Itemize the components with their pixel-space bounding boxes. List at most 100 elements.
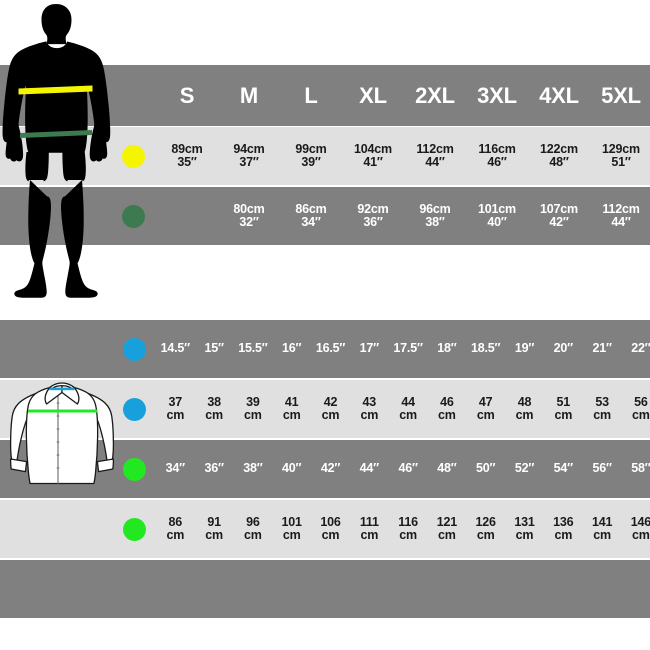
measure-unit: cm (205, 408, 223, 422)
bottom-cell-chest-inches-9: 50″ (467, 440, 504, 498)
bottom-cell-empty-11 (545, 560, 582, 618)
measure-value: 121 (436, 514, 458, 529)
bottom-cell-chest-cm-12: 141 cm (583, 500, 621, 558)
measure-unit: cm (360, 528, 379, 542)
measure-unit: cm (476, 528, 495, 542)
measure-value: 18.5″ (471, 341, 501, 356)
measure-inch: 38″ (425, 215, 445, 229)
measure-unit: cm (632, 528, 650, 542)
bottom-cell-chest-inches-13: 58″ (622, 440, 650, 498)
measure-unit: cm (205, 528, 223, 542)
measure-inch: 35″ (177, 155, 197, 169)
measure-unit: cm (360, 408, 379, 422)
measure-value: 56 (634, 394, 648, 409)
measure-unit: cm (476, 408, 495, 422)
measure-value: 17″ (359, 341, 380, 356)
measure-unit: cm (632, 408, 650, 422)
size-header-label: 5XL (601, 82, 641, 108)
bottom-cell-collar-cm-11: 51 cm (545, 380, 582, 438)
bottom-cell-collar-cm-3: 39 cm (234, 380, 272, 438)
bottom-cell-collar-cm-10: 48 cm (506, 380, 543, 438)
bottom-cell-empty-13 (622, 560, 650, 618)
bottom-cell-collar-inches-12: 21″ (583, 320, 621, 378)
shirt-chest-measure-line (28, 409, 98, 413)
bottom-cell-empty-3 (234, 560, 272, 618)
bottom-cell-chest-cm-10: 131 cm (506, 500, 543, 558)
bottom-cell-collar-cm-13: 56 cm (622, 380, 650, 438)
bottom-cell-empty-12 (583, 560, 621, 618)
top-cell-waist-3xl: 101cm 40″ (467, 187, 527, 245)
bottom-cell-collar-inches-10: 19″ (506, 320, 543, 378)
measure-value: 44″ (359, 461, 380, 476)
bottom-cell-collar-inches-2: 15″ (195, 320, 233, 378)
bottom-cell-collar-inches-6: 17″ (351, 320, 388, 378)
top-header-marker-cell (112, 65, 154, 126)
size-header-label: M (239, 82, 259, 108)
measure-inch: 42″ (549, 215, 569, 229)
measure-value: 46″ (398, 461, 418, 476)
measure-value: 15″ (204, 341, 224, 356)
measure-inch: 32″ (239, 215, 259, 229)
bottom-cell-collar-inches-7: 17.5″ (389, 320, 427, 378)
top-row-marker-cell-chest (112, 127, 154, 185)
measure-value: 18″ (437, 341, 457, 356)
measure-inch: 39″ (301, 155, 321, 169)
bottom-row-marker-cell-empty (113, 560, 155, 618)
bottom-cell-empty-10 (506, 560, 543, 618)
measure-inch: 40″ (487, 215, 507, 229)
measure-value: 48 (517, 394, 532, 409)
bottom-cell-collar-cm-8: 46 cm (428, 380, 466, 438)
bottom-cell-chest-inches-4: 40″ (273, 440, 310, 498)
size-header-label: XL (359, 82, 387, 108)
measure-cm: 112cm (416, 141, 454, 156)
measure-cm: 112cm (602, 201, 640, 216)
measure-value: 96 (246, 514, 260, 529)
bottom-cell-chest-inches-5: 42″ (312, 440, 349, 498)
size-header-label: S (179, 82, 195, 108)
measure-value: 56″ (592, 461, 612, 476)
measure-value: 141 (591, 514, 613, 529)
measure-value: 52″ (514, 461, 535, 476)
measure-cm: 99cm (295, 141, 327, 156)
top-cell-waist-m: 80cm 32″ (219, 187, 279, 245)
measure-value: 43 (362, 394, 377, 409)
bottom-cell-chest-inches-1: 34″ (157, 440, 194, 498)
size-header-xl: XL (343, 65, 403, 126)
measure-unit: cm (399, 528, 417, 542)
bottom-cell-empty-7 (389, 560, 427, 618)
chest-marker-yellow (121, 144, 145, 168)
chest-marker-green (122, 457, 146, 481)
bottom-row-marker-cell-collar-inches (113, 320, 155, 378)
measure-value: 47 (478, 394, 493, 409)
bottom-cell-chest-cm-9: 126 cm (467, 500, 504, 558)
body-waist-measure-line (20, 130, 92, 138)
measure-unit: cm (244, 528, 262, 542)
bottom-cell-empty-1 (157, 560, 194, 618)
size-header-label: 2XL (415, 82, 455, 108)
top-cell-waist-s (157, 187, 217, 245)
measure-inch: 48″ (549, 155, 569, 169)
measure-inch: 51″ (611, 155, 631, 169)
measure-unit: cm (399, 408, 417, 422)
measure-value: 126 (475, 514, 496, 529)
size-header-m: M (219, 65, 279, 126)
measure-cm: 104cm (354, 141, 392, 156)
collar-marker-blue (122, 337, 146, 361)
bottom-cell-chest-inches-11: 54″ (545, 440, 582, 498)
measure-value: 36″ (204, 461, 224, 476)
bottom-cell-collar-inches-13: 22″ (622, 320, 650, 378)
measure-value: 91 (207, 514, 221, 529)
measure-inch: 34″ (301, 215, 321, 229)
measure-inch: 37″ (239, 155, 259, 169)
size-header-s: S (157, 65, 217, 126)
bottom-cell-collar-cm-9: 47 cm (467, 380, 504, 438)
bottom-cell-chest-inches-10: 52″ (506, 440, 543, 498)
bottom-cell-empty-2 (195, 560, 233, 618)
measure-value: 34″ (165, 461, 186, 476)
measure-unit: cm (515, 528, 534, 542)
bottom-cell-collar-cm-7: 44 cm (389, 380, 427, 438)
measure-value: 86 (168, 514, 183, 529)
measure-value: 51 (556, 394, 571, 409)
bottom-row-marker-cell-collar-cm (113, 380, 155, 438)
measure-inch: 44″ (425, 155, 445, 169)
